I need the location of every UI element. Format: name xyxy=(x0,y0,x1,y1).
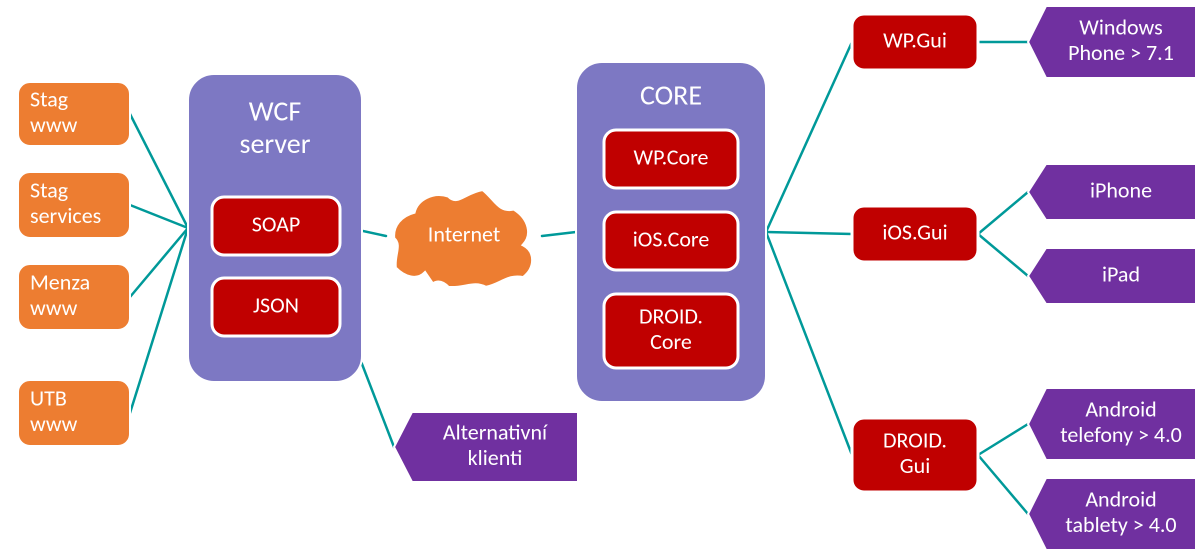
node-wp_gui: WP.Gui xyxy=(852,14,978,70)
node-label: telefony > 4.0 xyxy=(1060,421,1182,448)
node-label: WP.Core xyxy=(634,143,709,170)
node-label: Stag xyxy=(30,177,68,204)
node-label: DROID. xyxy=(883,427,947,454)
node-label: Gui xyxy=(900,452,931,479)
node-menza_www: Menzawww xyxy=(18,264,130,330)
node-label: tablety > 4.0 xyxy=(1065,511,1176,538)
architecture-diagram: StagwwwStagservicesMenzawwwUTBwwwWCFserv… xyxy=(0,0,1200,553)
node-label: SOAP xyxy=(252,210,301,237)
node-ios_core: iOS.Core xyxy=(604,212,738,270)
node-label: Menza xyxy=(30,269,90,296)
node-label: iPhone xyxy=(1090,176,1152,203)
node-soap: SOAP xyxy=(212,197,340,255)
node-label: JSON xyxy=(253,291,299,318)
node-utb_www: UTBwww xyxy=(18,380,130,446)
node-wp_core: WP.Core xyxy=(604,130,738,188)
node-ipad: iPad xyxy=(1028,248,1196,304)
node-label: Alternativní xyxy=(443,419,548,446)
node-label: iPad xyxy=(1102,260,1140,287)
node-label: iOS.Gui xyxy=(882,218,947,245)
node-label: server xyxy=(240,126,311,161)
node-label: CORE xyxy=(640,78,702,113)
node-iphone: iPhone xyxy=(1028,164,1196,220)
node-label: www xyxy=(30,410,78,437)
node-label: Internet xyxy=(428,220,500,247)
node-label: WP.Gui xyxy=(883,26,947,53)
node-android_tab: Androidtablety > 4.0 xyxy=(1028,478,1196,550)
node-label: DROID. xyxy=(639,303,703,330)
node-label: services xyxy=(30,202,101,229)
node-label: Android xyxy=(1085,396,1156,423)
node-label: Stag xyxy=(30,86,68,113)
node-label: UTB xyxy=(30,385,67,412)
node-label: Android xyxy=(1085,486,1156,513)
node-ios_gui: iOS.Gui xyxy=(852,206,978,262)
node-alt_klienti: Alternativníklienti xyxy=(394,412,578,482)
node-json: JSON xyxy=(212,278,340,336)
node-droid_gui: DROID.Gui xyxy=(852,418,978,492)
node-label: Phone > 7.1 xyxy=(1068,39,1174,66)
node-label: Windows xyxy=(1079,14,1162,41)
node-wp71: WindowsPhone > 7.1 xyxy=(1028,6,1196,78)
node-stag_www: Stagwww xyxy=(18,82,130,146)
node-label: klienti xyxy=(468,444,523,471)
node-label: www xyxy=(30,111,78,138)
node-label: www xyxy=(30,294,78,321)
node-label: iOS.Core xyxy=(633,225,710,252)
node-label: WCF xyxy=(249,94,302,129)
node-android_tel: Androidtelefony > 4.0 xyxy=(1028,388,1196,460)
node-label: Core xyxy=(650,328,692,355)
node-stag_services: Stagservices xyxy=(18,172,130,238)
node-droid_core: DROID.Core xyxy=(604,294,738,368)
